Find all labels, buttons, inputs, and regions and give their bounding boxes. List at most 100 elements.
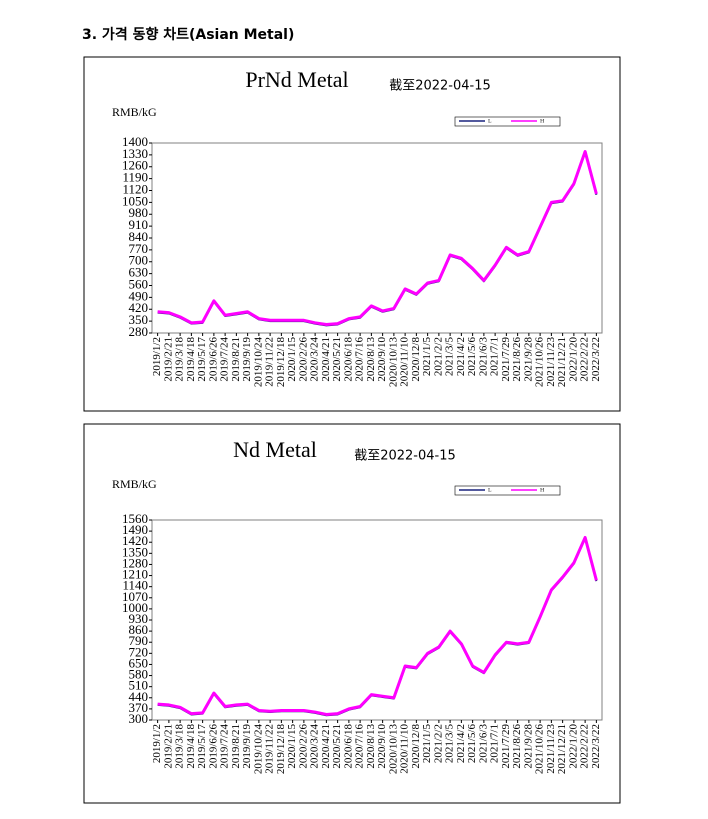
x-tick-label: 2019/7/24	[219, 724, 231, 769]
x-tick-label: 2020/2/26	[297, 724, 309, 769]
legend-box	[454, 116, 561, 127]
x-tick-label: 2020/10/13	[387, 337, 399, 388]
x-tick-label: 2019/1/2	[151, 337, 163, 376]
x-tick-label: 2021/12/21	[556, 337, 568, 387]
y-tick-label: 370	[129, 700, 149, 715]
x-tick-label: 2019/11/22	[264, 337, 276, 387]
x-tick-label: 2020/7/16	[354, 724, 366, 769]
x-tick-label: 2021/12/21	[556, 724, 568, 774]
y-tick-label: 1120	[122, 181, 148, 196]
x-tick-label: 2019/12/18	[275, 337, 287, 388]
y-tick-label: 650	[129, 655, 149, 670]
x-tick-label: 2021/11/23	[545, 724, 557, 774]
y-tick-label: 790	[129, 633, 149, 648]
x-tick-label: 2021/9/28	[522, 724, 534, 769]
y-tick-label: 860	[129, 622, 149, 637]
x-tick-label: 2020/9/10	[376, 724, 388, 769]
y-tick-label: 1260	[122, 158, 148, 173]
y-tick-label: 700	[129, 253, 149, 268]
x-tick-label: 2021/7/1	[489, 724, 501, 763]
x-tick-label: 2020/5/21	[331, 724, 343, 769]
y-tick-label: 1330	[122, 146, 148, 161]
x-tick-label: 2019/12/18	[275, 724, 287, 775]
x-tick-label: 2019/6/26	[207, 724, 219, 769]
y-tick-label: 1560	[122, 511, 148, 526]
x-tick-label: 2020/12/8	[410, 724, 422, 769]
x-tick-label: 2020/4/21	[320, 724, 332, 769]
x-tick-label: 2019/9/19	[241, 337, 253, 382]
y-tick-label: 510	[129, 678, 149, 693]
x-tick-label: 2020/9/10	[376, 337, 388, 382]
x-tick-label: 2019/4/18	[185, 337, 197, 382]
x-tick-label: 2020/6/18	[342, 724, 354, 769]
x-tick-label: 2022/1/20	[567, 724, 579, 769]
x-tick-label: 2019/11/22	[264, 724, 276, 774]
chart-frame	[83, 56, 621, 412]
x-tick-label: 2021/5/6	[466, 337, 478, 377]
chart-title: PrNd Metal	[245, 67, 348, 92]
y-tick-label: 1140	[122, 578, 148, 593]
x-tick-label: 2019/3/18	[174, 724, 186, 769]
x-tick-label: 2021/8/26	[511, 724, 523, 769]
y-tick-label: 280	[129, 324, 149, 339]
x-tick-label: 2020/11/10	[399, 724, 411, 774]
y-tick-label: 980	[129, 205, 149, 220]
x-tick-label: 2019/9/19	[241, 724, 253, 769]
x-tick-label: 2021/2/2	[432, 724, 444, 763]
x-tick-label: 2021/1/5	[421, 724, 433, 764]
x-tick-label: 2019/5/17	[196, 337, 208, 382]
data-line	[157, 149, 598, 327]
x-tick-label: 2021/4/2	[455, 337, 467, 376]
y-tick-label: 910	[129, 217, 149, 232]
y-tick-label: 930	[129, 611, 149, 626]
y-axis-label: RMB/kG	[112, 105, 157, 119]
y-axis-label: RMB/kG	[112, 477, 157, 491]
y-tick-label: 300	[129, 711, 149, 726]
x-tick-label: 2021/2/2	[432, 337, 444, 376]
x-tick-label: 2021/5/6	[466, 724, 478, 764]
x-tick-label: 2021/3/5	[444, 724, 456, 764]
x-tick-label: 2019/1/2	[151, 724, 163, 763]
x-tick-label: 2021/6/3	[477, 724, 489, 764]
legend-label: L	[488, 119, 492, 125]
y-tick-label: 720	[129, 644, 149, 659]
x-tick-label: 2021/7/29	[500, 337, 512, 382]
y-tick-label: 1210	[122, 567, 148, 582]
x-tick-label: 2020/2/26	[297, 337, 309, 382]
chart-subtitle: 截至2022-04-15	[389, 79, 491, 94]
x-tick-label: 2021/6/3	[477, 337, 489, 377]
x-tick-label: 2021/3/5	[444, 337, 456, 377]
x-tick-label: 2019/6/26	[207, 337, 219, 382]
chart-subtitle: 截至2022-04-15	[354, 449, 456, 464]
x-tick-label: 2019/7/24	[219, 337, 231, 382]
y-tick-label: 580	[129, 667, 149, 682]
x-tick-label: 2022/2/22	[579, 724, 591, 769]
x-tick-label: 2021/10/26	[534, 337, 546, 388]
x-tick-label: 2020/7/16	[354, 337, 366, 382]
x-tick-label: 2020/8/13	[365, 337, 377, 382]
x-tick-label: 2019/10/24	[252, 337, 264, 388]
x-tick-label: 2019/3/18	[174, 337, 186, 382]
x-tick-label: 2020/3/24	[309, 724, 321, 769]
x-tick-label: 2019/8/21	[230, 724, 242, 769]
y-tick-label: 490	[129, 288, 149, 303]
legend-label: L	[488, 488, 492, 494]
x-tick-label: 2019/5/17	[196, 724, 208, 769]
y-tick-label: 1190	[122, 170, 148, 185]
y-tick-label: 1490	[122, 522, 148, 537]
legend-box	[454, 485, 561, 496]
legend-label: H	[540, 488, 545, 494]
legend-label: H	[540, 119, 545, 125]
x-tick-label: 2021/1/5	[421, 337, 433, 377]
x-tick-label: 2020/12/8	[410, 337, 422, 382]
x-tick-label: 2020/11/10	[399, 337, 411, 387]
x-tick-label: 2019/4/18	[185, 724, 197, 769]
y-tick-label: 1350	[122, 544, 148, 559]
x-tick-label: 2022/1/20	[567, 337, 579, 382]
y-tick-label: 770	[129, 241, 149, 256]
x-tick-label: 2021/7/29	[500, 724, 512, 769]
y-tick-label: 560	[129, 276, 149, 291]
y-tick-label: 420	[129, 300, 149, 315]
y-tick-label: 350	[129, 312, 149, 327]
